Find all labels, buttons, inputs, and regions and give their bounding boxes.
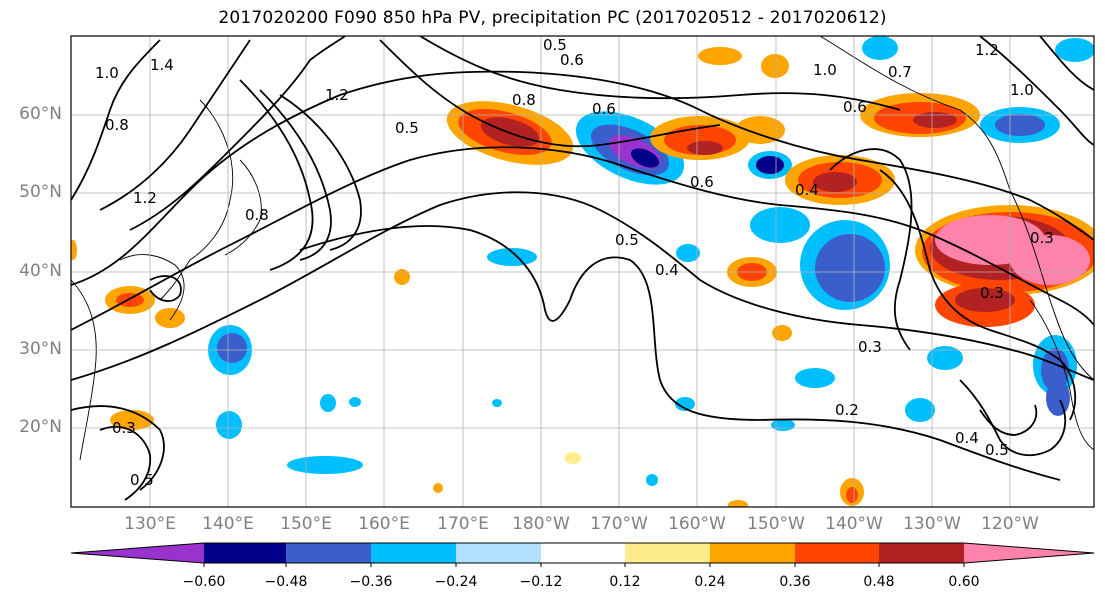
contour-label: 0.3 (858, 338, 882, 356)
colorbar-tick-label: −0.24 (434, 574, 478, 590)
colorbar-tick-label: −0.48 (264, 574, 308, 590)
colorbar-swatch (795, 543, 879, 563)
colorbar-swatch (879, 543, 964, 563)
contour-label: 0.5 (985, 441, 1009, 459)
contour-label: 0.4 (655, 261, 679, 279)
colorbar-tick-label: 0.36 (779, 574, 811, 590)
colorbar-swatch (371, 543, 456, 563)
contour-labels: 1.0 1.4 1.2 0.8 1.2 0.8 0.5 0.6 0.8 0.6 … (95, 36, 1054, 489)
lat-label: 30°N (19, 339, 62, 359)
colorbar-swatch (286, 543, 371, 563)
contour-label: 0.3 (980, 284, 1004, 302)
lon-label: 180°W (512, 514, 570, 534)
lat-label: 60°N (19, 104, 62, 124)
colorbar-swatch (541, 543, 625, 563)
contour-label: 0.5 (615, 231, 639, 249)
contour-label: 0.8 (105, 116, 129, 134)
lon-label: 120°W (981, 514, 1039, 534)
lat-label: 50°N (19, 182, 62, 202)
pv-contours (71, 36, 1094, 501)
contour-label: 1.2 (975, 41, 999, 59)
lon-label: 160°W (668, 514, 726, 534)
contour-label: 1.0 (95, 64, 119, 82)
lon-label: 140°W (825, 514, 883, 534)
lon-label: 170°E (437, 514, 489, 534)
lat-label: 20°N (19, 417, 62, 437)
colorbar-tick-label: 0.60 (948, 574, 980, 590)
colorbar (70, 542, 1095, 567)
contour-label: 0.6 (843, 98, 867, 116)
contour-label: 0.6 (560, 51, 584, 69)
contour-label: 1.0 (1010, 81, 1034, 99)
contour-label: 0.4 (795, 181, 819, 199)
colorbar-swatch (71, 543, 204, 563)
contour-label: 1.2 (325, 86, 349, 104)
colorbar-tick-label: 0.24 (694, 574, 726, 590)
map-frame-border (70, 35, 1095, 508)
contour-label: 0.3 (112, 419, 136, 437)
colorbar-swatch (710, 543, 795, 563)
lat-label: 40°N (19, 261, 62, 281)
precipitation-shading (71, 36, 1094, 507)
lon-label: 130°E (124, 514, 176, 534)
contour-label: 0.6 (690, 173, 714, 191)
contour-label: 1.0 (813, 61, 837, 79)
lon-label: 150°W (747, 514, 805, 534)
colorbar-tick-label: −0.12 (519, 574, 563, 590)
contour-label: 0.8 (512, 91, 536, 109)
colorbar-swatch (456, 543, 541, 563)
contour-label: 1.2 (133, 189, 157, 207)
colorbar-tick-label: 0.12 (609, 574, 641, 590)
contour-label: 0.6 (592, 100, 616, 118)
lon-label: 140°E (202, 514, 254, 534)
lon-label: 150°E (280, 514, 332, 534)
contour-label: 0.4 (955, 429, 979, 447)
contour-label: 0.7 (888, 63, 912, 81)
contour-label: 0.8 (245, 206, 269, 224)
map-title: 2017020200 F090 850 hPa PV, precipitatio… (218, 8, 887, 28)
contour-label: 0.5 (543, 36, 567, 54)
colorbar-tick-label: 0.48 (863, 574, 895, 590)
contour-label: 0.5 (130, 471, 154, 489)
colorbar-swatch (625, 543, 710, 563)
lon-label: 130°W (903, 514, 961, 534)
colorbar-tick-label: −0.60 (182, 574, 226, 590)
contour-label: 0.5 (395, 119, 419, 137)
colorbar-tick-label: −0.36 (349, 574, 393, 590)
lon-label: 160°E (358, 514, 410, 534)
contour-label: 1.4 (150, 56, 174, 74)
contour-label: 0.2 (835, 401, 859, 419)
colorbar-swatch (204, 543, 286, 563)
lon-label: 170°W (590, 514, 648, 534)
contour-label: 0.3 (1030, 229, 1054, 247)
colorbar-swatch (964, 543, 1094, 563)
